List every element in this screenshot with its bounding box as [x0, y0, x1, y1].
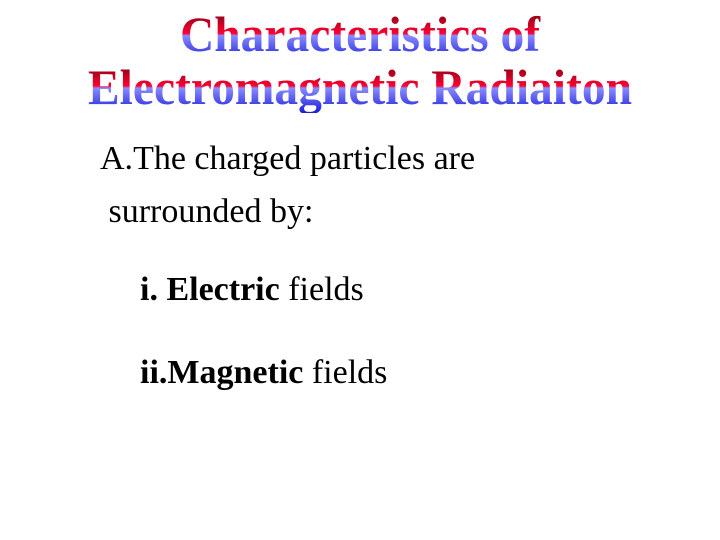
ii-rest: fields: [303, 354, 387, 391]
i-prefix: i.: [140, 271, 158, 308]
i-bold: Electric: [166, 271, 279, 308]
point-ii: ii.Magnetic fields: [140, 347, 660, 400]
title-line-1: Characteristics of: [180, 8, 540, 61]
title-line-2: Electromagnetic Radiaiton: [88, 61, 632, 114]
a-prefix: A.: [100, 140, 133, 177]
slide-body: A.The charged particles are surrounded b…: [0, 133, 720, 400]
point-a: A.The charged particles are surrounded b…: [100, 133, 660, 238]
slide: { "title": { "line1": "Characteristics o…: [0, 0, 720, 540]
ii-bold: Magnetic: [167, 354, 303, 391]
i-rest: fields: [280, 271, 364, 308]
sub-points: i. Electric fields ii.Magnetic fields: [100, 264, 660, 399]
a-line-1: The charged particles are: [133, 140, 475, 177]
a-line-2: surrounded by:: [109, 193, 314, 230]
slide-title: Characteristics of Electromagnetic Radia…: [18, 0, 702, 113]
point-i: i. Electric fields: [140, 264, 660, 317]
ii-prefix: ii.: [140, 354, 167, 391]
